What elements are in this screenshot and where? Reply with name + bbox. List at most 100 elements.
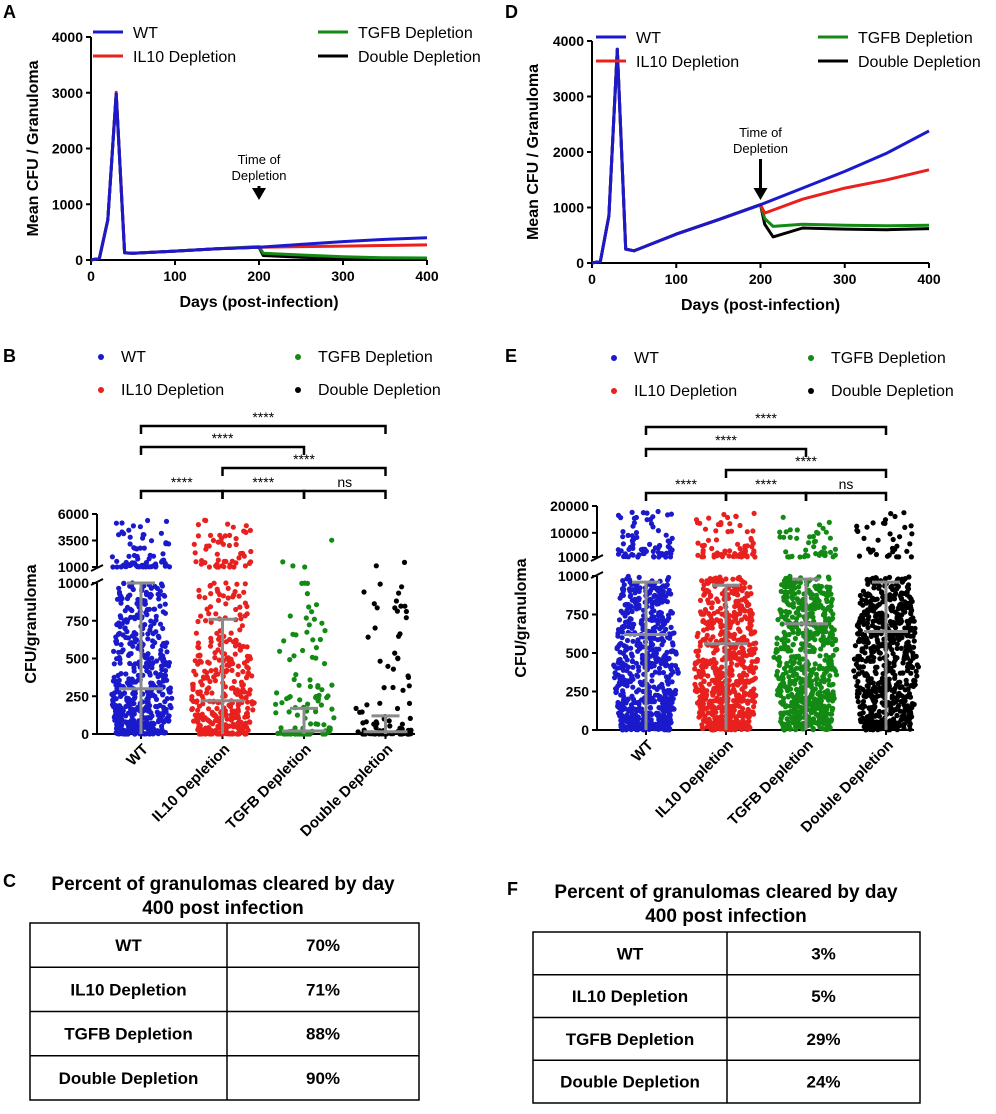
chart-e-data-point	[740, 679, 746, 685]
chart-e-data-point	[896, 636, 902, 643]
chart-b-data-point	[319, 687, 325, 693]
chart-e-data-point	[647, 663, 653, 669]
chart-b-data-point	[159, 643, 165, 649]
chart-e-data-point	[857, 592, 864, 599]
chart-b-data-point-high	[140, 564, 146, 570]
chart-e-data-point	[792, 681, 798, 687]
chart-e-data-point	[793, 724, 799, 730]
chart-e-data-point-high	[803, 547, 809, 553]
chart-e-data-point-high	[711, 554, 717, 560]
chart-e-data-point	[667, 687, 673, 694]
chart-e-data-point-high	[721, 511, 727, 518]
chart-e-data-point	[718, 700, 724, 706]
chart-e-data-point	[656, 665, 663, 672]
chart-b-data-point-high	[148, 538, 155, 544]
chart-e-data-point-high	[650, 548, 656, 555]
panel-letter-e: E	[505, 346, 517, 366]
chart-e-data-point	[706, 579, 712, 586]
chart-e-data-point	[800, 630, 806, 636]
chart-b-data-point	[243, 675, 250, 681]
chart-e-data-point	[736, 656, 742, 662]
chart-e-data-point	[812, 606, 818, 612]
chart-b-data-point	[209, 690, 215, 696]
chart-e-data-point	[786, 711, 792, 717]
chart-e-data-point	[790, 589, 796, 596]
chart-e-data-point	[886, 574, 893, 581]
chart-e-data-point	[892, 609, 898, 615]
chart-b-data-point-high	[215, 539, 221, 545]
chart-a-annotation-depletion: Depletion	[232, 168, 287, 183]
chart-e-data-point	[648, 695, 655, 702]
chart-e-data-point	[907, 647, 913, 653]
chart-e-data-point	[790, 672, 796, 679]
chart-e-data-point	[670, 669, 676, 675]
chart-b-data-point	[273, 701, 279, 707]
chart-b-data-point	[206, 611, 212, 617]
chart-b-data-point	[405, 673, 411, 679]
chart-e-legend-marker	[808, 388, 814, 394]
chart-e-data-point	[893, 682, 900, 688]
chart-e-data-point	[900, 590, 907, 597]
chart-b-data-point	[142, 601, 148, 607]
chart-d-x-tick-label: 100	[665, 271, 689, 287]
chart-e-data-point	[774, 648, 780, 654]
chart-b-data-point	[117, 656, 123, 663]
chart-e-data-point	[830, 705, 836, 711]
chart-b-data-point	[247, 687, 253, 693]
chart-e-data-point-high	[908, 523, 914, 529]
chart-e-data-point-high	[749, 544, 755, 550]
chart-e-data-point	[817, 653, 823, 659]
chart-e-data-point	[859, 648, 865, 654]
chart-b-data-point	[293, 672, 299, 678]
chart-b-data-point	[119, 596, 125, 602]
chart-e-data-point-high	[700, 547, 706, 554]
chart-e-data-point	[621, 582, 627, 588]
chart-e-data-point	[713, 666, 719, 672]
chart-e-data-point-high	[727, 548, 733, 554]
chart-e-data-point	[862, 672, 868, 678]
chart-e-data-point	[890, 605, 896, 611]
chart-e-data-point	[720, 684, 726, 691]
chart-b-data-point	[191, 718, 197, 724]
chart-e-data-point	[798, 680, 804, 686]
chart-e-data-point	[818, 646, 824, 652]
chart-e-data-point	[859, 597, 865, 603]
chart-b-data-point	[306, 622, 312, 628]
chart-b-data-point	[311, 616, 317, 622]
panel-letter-d: D	[505, 2, 518, 22]
chart-e-data-point-high	[635, 554, 641, 560]
chart-d-y-tick-label: 4000	[553, 33, 584, 49]
chart-e-data-point-high	[730, 553, 737, 560]
chart-e-data-point	[696, 658, 702, 664]
chart-e-data-point-high	[892, 546, 898, 553]
chart-e-data-point	[697, 643, 703, 649]
chart-e-data-point	[876, 708, 883, 715]
chart-e-data-point	[910, 653, 916, 659]
chart-b-data-point	[156, 634, 162, 641]
chart-b-data-point	[164, 640, 170, 646]
chart-b-data-point	[204, 686, 210, 693]
chart-a-y-tick-label: 2000	[52, 141, 83, 157]
chart-e-data-point	[675, 669, 681, 675]
chart-e-data-point	[821, 721, 827, 727]
chart-b-data-point	[160, 609, 166, 615]
table-c-row-label: WT	[115, 936, 142, 955]
chart-e-data-point	[807, 589, 813, 595]
chart-e-data-point	[828, 655, 834, 661]
chart-e-data-point-high	[890, 536, 896, 543]
chart-b-data-point	[281, 638, 287, 644]
chart-e-data-point	[782, 590, 788, 596]
chart-b-data-point	[395, 656, 401, 662]
chart-b-significance-label: ****	[252, 409, 274, 425]
chart-e-data-point	[639, 660, 646, 666]
chart-e-data-point-high	[695, 552, 701, 558]
chart-e-data-point	[860, 602, 866, 608]
chart-e-data-point	[913, 668, 919, 675]
chart-e-data-point-high	[726, 553, 732, 559]
chart-e-data-point	[718, 624, 724, 630]
chart-e-data-point-high	[810, 533, 817, 540]
chart-e-data-point	[813, 711, 819, 717]
chart-e-data-point	[867, 706, 873, 712]
chart-e-data-point	[621, 694, 627, 700]
chart-e-data-point	[774, 641, 780, 647]
